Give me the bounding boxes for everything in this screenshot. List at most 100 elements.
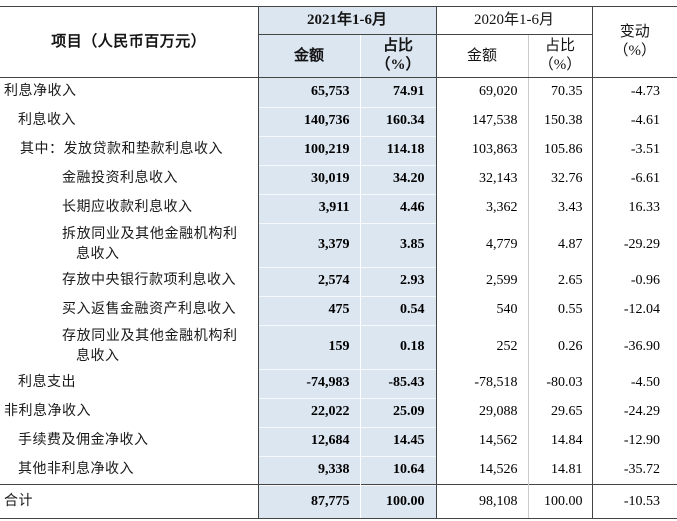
amount-2021-cell: 475 — [258, 296, 360, 325]
row-label: 手续费及佣金净收入 — [0, 427, 258, 456]
amount-2020-cell: 29,088 — [436, 398, 528, 427]
change-cell: 16.33 — [592, 194, 677, 223]
change-cell: -12.04 — [592, 296, 677, 325]
pct-2020-header: 占比 （%） — [528, 35, 592, 78]
amount-2020-cell: 252 — [436, 325, 528, 369]
row-label: 买入返售金融资产利息收入 — [0, 296, 258, 325]
change-cell: -10.53 — [592, 485, 677, 519]
change-cell: -24.29 — [592, 398, 677, 427]
row-label: 其他非利息净收入 — [0, 456, 258, 485]
income-structure-table: 项目（人民币百万元） 2021年1-6月 2020年1-6月 变动 （%） 金额… — [0, 6, 677, 519]
row-label: 拆放同业及其他金融机构利息收入 — [0, 223, 258, 267]
amount-2021-cell: 30,019 — [258, 165, 360, 194]
change-label: 变动 — [593, 23, 677, 42]
amount-2021-cell: 159 — [258, 325, 360, 369]
row-label: 非利息净收入 — [0, 398, 258, 427]
amount-2020-cell: 98,108 — [436, 485, 528, 519]
change-cell: -4.73 — [592, 78, 677, 107]
income-structure-table-wrap: 项目（人民币百万元） 2021年1-6月 2020年1-6月 变动 （%） 金额… — [0, 6, 677, 519]
pct-2021-cell: 0.54 — [360, 296, 436, 325]
change-cell: -35.72 — [592, 456, 677, 485]
amount-2020-cell: 3,362 — [436, 194, 528, 223]
amount-2020-cell: 14,526 — [436, 456, 528, 485]
pct-2020-cell: 0.55 — [528, 296, 592, 325]
pct-2021-cell: 3.85 — [360, 223, 436, 267]
pct-2021-label: 占比 — [361, 37, 436, 56]
amount-2021-cell: 12,684 — [258, 427, 360, 456]
amount-2021-cell: 140,736 — [258, 107, 360, 136]
pct-2020-cell: 105.86 — [528, 136, 592, 165]
pct-2021-cell: 34.20 — [360, 165, 436, 194]
amount-2020-header: 金额 — [436, 35, 528, 78]
pct-2020-cell: 29.65 — [528, 398, 592, 427]
pct-2020-unit: （%） — [529, 56, 592, 75]
change-cell: -29.29 — [592, 223, 677, 267]
amount-2021-cell: -74,983 — [258, 369, 360, 398]
amount-2021-cell: 2,574 — [258, 267, 360, 296]
pct-2021-cell: 25.09 — [360, 398, 436, 427]
pct-2020-cell: 2.65 — [528, 267, 592, 296]
amount-2021-cell: 65,753 — [258, 78, 360, 107]
pct-2021-header: 占比 （%） — [360, 35, 436, 78]
pct-2021-cell: -85.43 — [360, 369, 436, 398]
row-label: 存放中央银行款项利息收入 — [0, 267, 258, 296]
change-cell: -4.61 — [592, 107, 677, 136]
pct-2021-unit: （%） — [361, 56, 436, 75]
change-cell: -36.90 — [592, 325, 677, 369]
change-cell: -3.51 — [592, 136, 677, 165]
amount-2021-header: 金额 — [258, 35, 360, 78]
amount-2020-cell: 2,599 — [436, 267, 528, 296]
row-label: 利息净收入 — [0, 78, 258, 107]
pct-2020-cell: 0.26 — [528, 325, 592, 369]
amount-2020-cell: -78,518 — [436, 369, 528, 398]
pct-2020-label: 占比 — [529, 37, 592, 56]
pct-2020-cell: 100.00 — [528, 485, 592, 519]
row-label: 利息收入 — [0, 107, 258, 136]
row-label: 金融投资利息收入 — [0, 165, 258, 194]
header-row-periods: 项目（人民币百万元） 2021年1-6月 2020年1-6月 变动 （%） — [0, 7, 677, 35]
amount-2020-cell: 103,863 — [436, 136, 528, 165]
change-cell: -0.96 — [592, 267, 677, 296]
table-row: 利息支出-74,983-85.43-78,518-80.03-4.50 — [0, 369, 677, 398]
amount-2020-cell: 4,779 — [436, 223, 528, 267]
pct-2020-cell: -80.03 — [528, 369, 592, 398]
change-cell: -12.90 — [592, 427, 677, 456]
change-column-header: 变动 （%） — [592, 7, 677, 78]
amount-2021-cell: 100,219 — [258, 136, 360, 165]
row-label: 合计 — [0, 485, 258, 519]
row-label: 长期应收款利息收入 — [0, 194, 258, 223]
row-label: 其中：发放贷款和垫款利息收入 — [0, 136, 258, 165]
pct-2020-cell: 32.76 — [528, 165, 592, 194]
pct-2021-cell: 114.18 — [360, 136, 436, 165]
amount-2021-cell: 22,022 — [258, 398, 360, 427]
pct-2021-cell: 0.18 — [360, 325, 436, 369]
amount-2020-cell: 147,538 — [436, 107, 528, 136]
pct-2020-cell: 14.81 — [528, 456, 592, 485]
row-label: 利息支出 — [0, 369, 258, 398]
pct-2020-cell: 70.35 — [528, 78, 592, 107]
pct-2021-cell: 2.93 — [360, 267, 436, 296]
pct-2021-cell: 100.00 — [360, 485, 436, 519]
amount-2021-cell: 9,338 — [258, 456, 360, 485]
pct-2020-cell: 3.43 — [528, 194, 592, 223]
amount-2020-cell: 32,143 — [436, 165, 528, 194]
pct-2021-cell: 14.45 — [360, 427, 436, 456]
change-cell: -6.61 — [592, 165, 677, 194]
pct-2020-cell: 14.84 — [528, 427, 592, 456]
pct-2020-cell: 4.87 — [528, 223, 592, 267]
period-2021-header: 2021年1-6月 — [258, 7, 436, 35]
pct-2021-cell: 74.91 — [360, 78, 436, 107]
